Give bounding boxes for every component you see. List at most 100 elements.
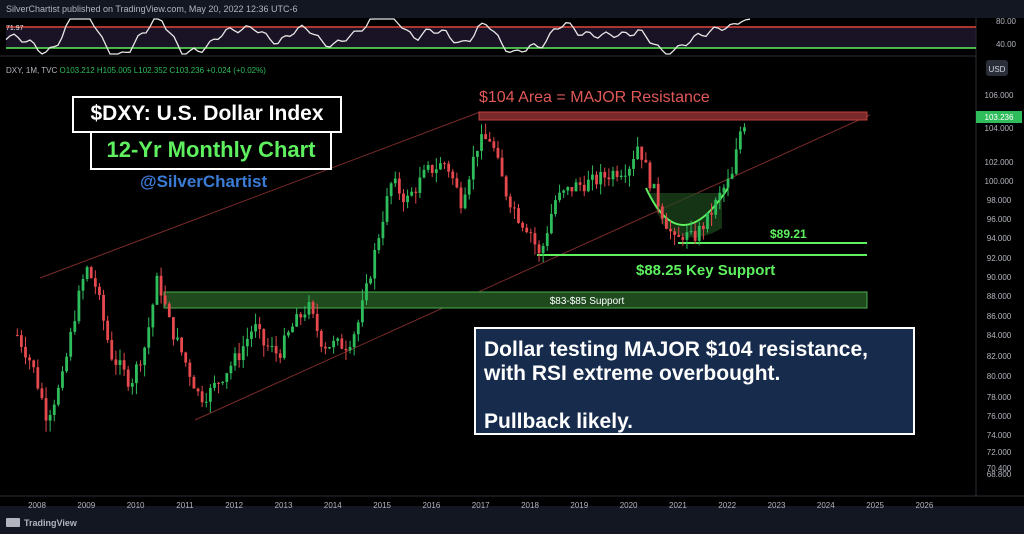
time-tick-label: 2025: [866, 501, 884, 510]
candle-body: [393, 178, 397, 184]
candle-body: [48, 414, 52, 421]
candles-group: [15, 123, 746, 432]
candle-body: [32, 360, 36, 368]
candle-body: [307, 302, 311, 315]
time-tick-label: 2008: [28, 501, 46, 510]
candle-body: [439, 163, 442, 170]
candle-body: [496, 147, 500, 158]
candle-body: [81, 279, 85, 291]
candle-body: [558, 192, 561, 201]
candle-body: [282, 335, 286, 358]
candle-body: [77, 290, 81, 322]
footer-bg: [0, 506, 1024, 534]
candle-body: [213, 382, 216, 388]
candle-body: [467, 179, 471, 195]
candle-body: [180, 337, 184, 353]
candle-body: [56, 387, 60, 405]
candle-body: [545, 233, 549, 246]
candle-body: [463, 194, 467, 209]
resistance-label: $104 Area = MAJOR Resistance: [479, 89, 710, 106]
time-tick-label: 2019: [570, 501, 588, 510]
price-tick-label: 106.000: [985, 91, 1014, 100]
candle-body: [533, 233, 537, 245]
candle-body: [603, 171, 607, 178]
rsi-line: [5, 18, 751, 55]
candle-body: [171, 317, 175, 340]
candle-body: [443, 163, 446, 165]
candle-body: [615, 170, 619, 178]
rsi-level-80: 80.00: [996, 17, 1017, 26]
price-tick-label: 82.000: [987, 352, 1012, 361]
candle-body: [254, 324, 257, 332]
chart-subtitle: 12-Yr Monthly Chart: [106, 137, 316, 162]
time-axis: 2008 2009 2010 2011 2012 2013 2014 2015 2016 2017…: [28, 501, 934, 510]
price-tick-label: 80.000: [987, 372, 1012, 381]
price-tick-label: 76.000: [987, 412, 1012, 421]
candle-body: [541, 245, 545, 254]
candle-body: [652, 183, 656, 189]
candle-body: [114, 359, 118, 365]
candle-body: [738, 131, 742, 150]
candle-body: [743, 127, 746, 132]
symbol-legend: DXY, 1M, TVC O103.212 H105.005 L102.352 …: [6, 66, 266, 75]
candle-body: [233, 353, 237, 366]
time-tick-label: 2022: [718, 501, 736, 510]
candle-body: [471, 156, 475, 180]
publish-line: SilverChartist published on TradingView.…: [6, 4, 298, 14]
support-zone-label: $83-$85 Support: [550, 296, 625, 307]
candle-body: [554, 200, 557, 215]
candle-body: [65, 356, 68, 372]
candle-body: [656, 183, 660, 207]
candle-body: [697, 225, 701, 241]
candle-body: [570, 187, 574, 192]
candle-body: [660, 206, 664, 219]
candle-body: [447, 163, 451, 172]
candle-body: [373, 249, 377, 279]
candle-body: [299, 314, 303, 318]
candle-body: [648, 162, 652, 189]
candle-body: [734, 149, 738, 174]
candle-body: [484, 134, 488, 140]
candle-body: [98, 286, 101, 295]
note-spacer: [484, 386, 905, 410]
candle-body: [459, 187, 463, 209]
candle-body: [451, 171, 455, 179]
candle-body: [24, 346, 27, 358]
candle-body: [352, 334, 356, 348]
chart-title: $DXY: U.S. Dollar Index: [90, 102, 324, 125]
time-tick-label: 2021: [669, 501, 687, 510]
candle-body: [122, 360, 126, 370]
candle-body: [102, 294, 105, 321]
candle-body: [221, 381, 225, 384]
candle-body: [628, 168, 631, 176]
price-tick-label: 74.000: [987, 431, 1012, 440]
candle-body: [566, 187, 570, 191]
candle-body: [110, 340, 114, 360]
publish-bar: SilverChartist published on TradingView.…: [0, 0, 1024, 18]
candle-body: [184, 352, 188, 363]
candle-body: [414, 191, 418, 193]
candle-body: [69, 331, 73, 357]
candle-body: [336, 338, 340, 341]
time-tick-label: 2018: [521, 501, 539, 510]
candle-body: [278, 353, 282, 358]
note-line-3: Pullback likely.: [484, 410, 634, 433]
candle-body: [722, 187, 726, 193]
candle-body: [311, 302, 315, 314]
candle-body: [159, 275, 163, 296]
candle-body: [488, 139, 492, 142]
candle-body: [291, 326, 294, 333]
candle-body: [270, 346, 274, 348]
candle-body: [143, 347, 147, 365]
candle-body: [315, 313, 319, 331]
candle-body: [328, 347, 331, 349]
candle-body: [106, 320, 110, 341]
candle-body: [521, 222, 525, 228]
rsi-level-40: 40.00: [996, 40, 1017, 49]
candle-body: [578, 182, 582, 185]
candle-body: [274, 346, 278, 354]
candle-body: [574, 182, 578, 192]
time-tick-label: 2023: [768, 501, 786, 510]
channel-upper-line: [39, 111, 481, 279]
